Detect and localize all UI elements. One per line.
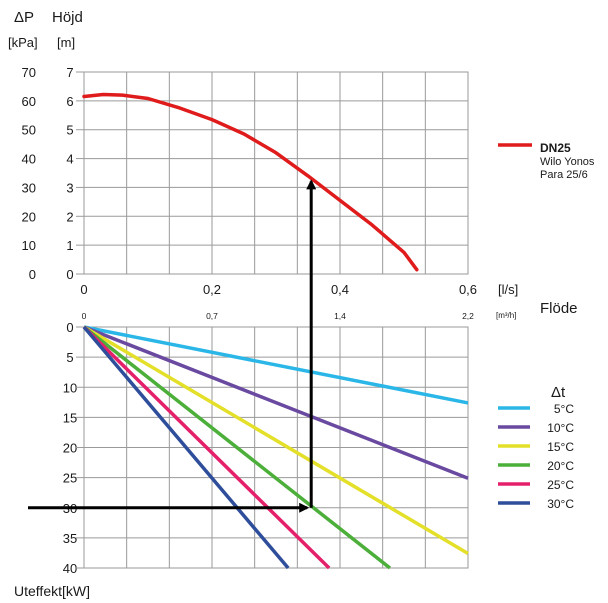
kpa-tick-label: 70 bbox=[22, 65, 36, 80]
legend-dn25-line1: Wilo Yonos bbox=[540, 156, 595, 168]
dt-line-20c bbox=[82, 325, 392, 570]
top-grid bbox=[84, 72, 468, 274]
kpa-tick-label: 10 bbox=[22, 238, 36, 253]
height-axis-title: Höjd bbox=[52, 9, 83, 26]
pressure-axis-unit: [kPa] bbox=[8, 35, 38, 50]
dt-lines bbox=[82, 325, 469, 570]
bottom-y-tick-label: 20 bbox=[63, 441, 77, 456]
dt-line-30c bbox=[82, 325, 290, 570]
dt-legend-label: 30°C bbox=[547, 497, 574, 511]
kpa-tick-label: 50 bbox=[22, 123, 36, 138]
pump-curve-dn25 bbox=[82, 92, 419, 272]
m3h-tick-label: 0 bbox=[82, 311, 87, 321]
x-axis-title-flode: Flöde bbox=[540, 300, 578, 317]
dt-line-15c bbox=[83, 325, 469, 556]
bottom-y-tick-label: 15 bbox=[63, 410, 77, 425]
bottom-y-tick-label: 5 bbox=[66, 350, 73, 365]
legend-dn25-name: DN25 bbox=[540, 141, 571, 155]
ls-tick-label: 0,2 bbox=[203, 282, 221, 297]
bottom-y-tick-label: 10 bbox=[63, 380, 77, 395]
bottom-yticks: 0510152025303540 bbox=[63, 320, 84, 576]
legend-dn25-line2: Para 25/6 bbox=[540, 169, 588, 181]
bottom-y-tick-label: 40 bbox=[63, 561, 77, 576]
pressure-axis-title: ΔP bbox=[14, 9, 34, 26]
top-plot-frame bbox=[83, 71, 469, 275]
kpa-tick-label: 40 bbox=[22, 152, 36, 167]
kpa-tick-label: 30 bbox=[22, 180, 36, 195]
ls-tick-label: 0,6 bbox=[459, 282, 477, 297]
top-xticks: 0 0,2 0,4 0,6 0 0,7 1,4 2,2 bbox=[80, 282, 477, 321]
ls-tick-label: 0,4 bbox=[331, 282, 349, 297]
reading-arrows bbox=[28, 179, 317, 513]
dt-legend-label: 10°C bbox=[547, 421, 574, 435]
m-tick-label: 2 bbox=[66, 209, 73, 224]
kpa-tick-label: 20 bbox=[22, 209, 36, 224]
dt-legend: Δt 5°C 10°C 15°C 20°C 25°C 30°C bbox=[498, 384, 574, 511]
m-tick-label: 3 bbox=[66, 180, 73, 195]
m-tick-label: 0 bbox=[66, 267, 73, 282]
m-tick-label: 1 bbox=[66, 238, 73, 253]
m-tick-label: 4 bbox=[66, 152, 73, 167]
bottom-y-axis-title: Uteffekt[kW] bbox=[14, 583, 90, 599]
dt-line-25c bbox=[82, 325, 331, 570]
dt-line-5c bbox=[83, 325, 469, 405]
dt-legend-label: 20°C bbox=[547, 459, 574, 473]
dt-legend-items: 5°C 10°C 15°C 20°C 25°C 30°C bbox=[498, 402, 574, 511]
bottom-grid bbox=[84, 327, 468, 568]
dt-legend-label: 5°C bbox=[554, 402, 574, 416]
top-legend: DN25 Wilo Yonos Para 25/6 bbox=[498, 141, 595, 181]
m3h-tick-label: 2,2 bbox=[462, 311, 474, 321]
ls-tick-label: 0 bbox=[80, 282, 87, 297]
bottom-y-tick-label: 0 bbox=[66, 320, 73, 335]
x-unit-ls: [l/s] bbox=[498, 282, 518, 297]
dt-line-10c bbox=[83, 325, 469, 480]
dt-legend-label: 15°C bbox=[547, 440, 574, 454]
bottom-plot: 0510152025303540 bbox=[63, 320, 469, 576]
m3h-tick-label: 1,4 bbox=[334, 311, 346, 321]
height-axis-unit: [m] bbox=[57, 35, 75, 50]
dt-legend-label: 25°C bbox=[547, 478, 574, 492]
bottom-y-tick-label: 25 bbox=[63, 471, 77, 486]
dt-legend-title: Δt bbox=[551, 384, 566, 401]
top-yticks-m: 7 6 5 4 3 2 1 0 bbox=[66, 65, 84, 282]
bottom-y-tick-label: 35 bbox=[63, 531, 77, 546]
m-tick-label: 7 bbox=[66, 65, 73, 80]
top-yticks-kpa: 70 60 50 40 30 20 10 0 bbox=[22, 65, 36, 282]
m-tick-label: 6 bbox=[66, 94, 73, 109]
kpa-tick-label: 0 bbox=[29, 267, 36, 282]
m3h-tick-label: 0,7 bbox=[206, 311, 218, 321]
m-tick-label: 5 bbox=[66, 123, 73, 138]
kpa-tick-label: 60 bbox=[22, 94, 36, 109]
x-unit-m3h: [m³/h] bbox=[496, 311, 516, 320]
